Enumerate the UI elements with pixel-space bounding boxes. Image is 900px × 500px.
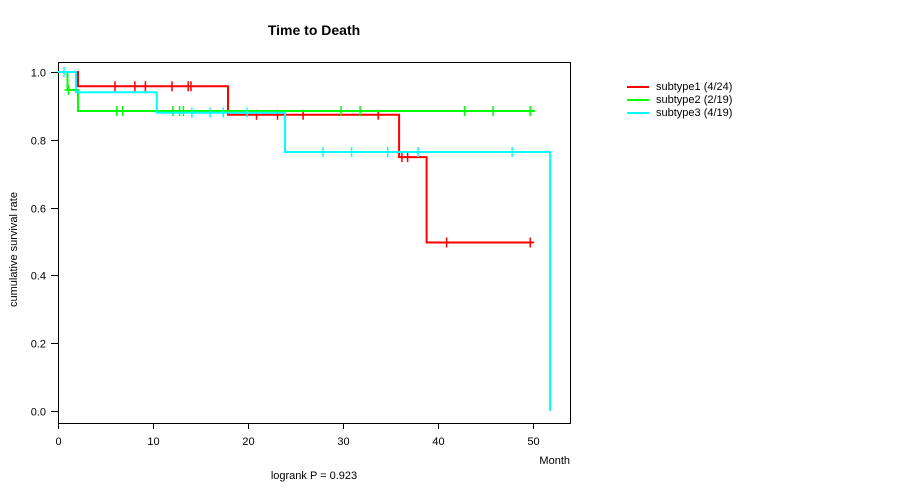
svg-text:0.6: 0.6 <box>31 204 46 216</box>
svg-text:10: 10 <box>147 436 159 448</box>
logrank-p-value: logrank P = 0.923 <box>270 470 358 482</box>
legend-label-subtype3: subtype3 (4/19) <box>656 106 733 119</box>
svg-text:50: 50 <box>527 436 539 448</box>
svg-text:1.0: 1.0 <box>31 68 46 80</box>
legend: subtype1 (4/24) subtype2 (2/19) subtype3… <box>627 80 732 119</box>
legend-item-subtype1: subtype1 (4/24) <box>627 80 732 93</box>
legend-line-subtype2 <box>627 98 649 101</box>
svg-text:20: 20 <box>242 436 254 448</box>
legend-label-subtype2: subtype2 (2/19) <box>656 93 733 106</box>
svg-text:0.0: 0.0 <box>31 407 46 419</box>
legend-label-subtype1: subtype1 (4/24) <box>656 80 733 93</box>
svg-text:30: 30 <box>337 436 349 448</box>
chart-title: Time to Death <box>267 22 361 38</box>
x-axis-label: Month <box>539 455 570 467</box>
svg-text:0.8: 0.8 <box>31 136 46 148</box>
svg-text:40: 40 <box>432 436 444 448</box>
legend-item-subtype2: subtype2 (2/19) <box>627 93 732 106</box>
legend-line-subtype3 <box>627 111 649 114</box>
legend-line-subtype1 <box>627 85 649 88</box>
svg-text:0: 0 <box>55 436 61 448</box>
svg-text:0.2: 0.2 <box>31 339 46 351</box>
svg-text:0.4: 0.4 <box>31 271 46 283</box>
legend-item-subtype3: subtype3 (4/19) <box>627 106 732 119</box>
